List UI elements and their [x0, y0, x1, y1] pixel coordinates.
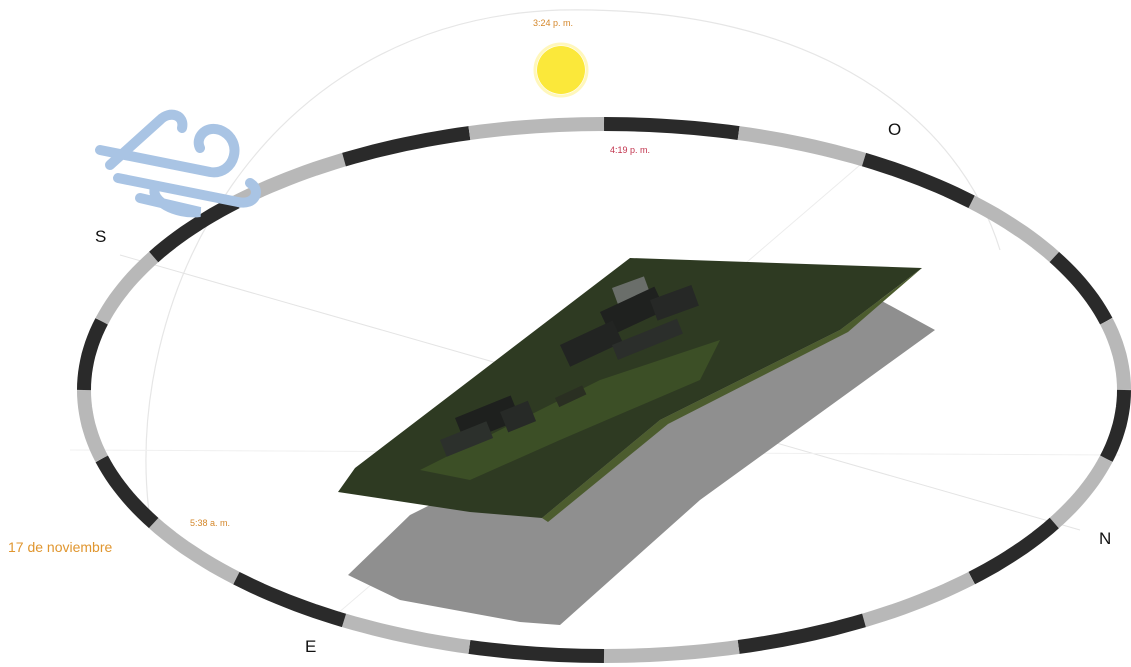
compass-label-east: E — [305, 637, 317, 656]
compass-ring-segment — [968, 517, 1059, 585]
compass-ring-segment — [149, 195, 240, 263]
compass-ring-segment — [1100, 389, 1131, 462]
building-blocks — [440, 276, 699, 457]
sunrise-time-label: 5:38 a. m. — [190, 518, 231, 528]
compass-ring-segment — [77, 318, 108, 391]
compass-ring-segment — [233, 571, 347, 628]
sunset-time-label: 4:19 p. m. — [610, 145, 651, 155]
compass-ring-segment — [1100, 318, 1131, 391]
compass-ring-segment — [603, 117, 740, 141]
sun-icon — [537, 46, 585, 94]
compass-ring-segment — [342, 126, 471, 167]
compass-ring-segment — [861, 152, 975, 209]
compass-ring-segment — [1049, 251, 1113, 325]
compass-label-north: N — [1099, 529, 1112, 548]
compass-ring-segment — [737, 126, 866, 167]
compass-ring-segment — [149, 517, 240, 585]
compass-ring-segment — [603, 639, 740, 663]
compass-ring-segment — [95, 251, 159, 325]
compass-ring-segment — [468, 117, 605, 141]
building-shadow — [348, 300, 935, 625]
compass-ring-segment — [737, 613, 866, 654]
compass-ring-segment — [861, 571, 975, 628]
compass-label-west: O — [888, 120, 902, 139]
compass-ring-segment — [95, 455, 159, 529]
sun-path-arc — [145, 9, 1001, 521]
compass-ring-segment — [1049, 455, 1113, 529]
sun-glow — [533, 42, 589, 98]
compass-ring-segment — [77, 389, 108, 462]
compass-label-south: S — [95, 227, 107, 246]
compass-ring-segment — [468, 639, 605, 663]
compass-ring-segment — [968, 195, 1059, 263]
sun-time-label: 3:24 p. m. — [533, 18, 574, 28]
wind-icon — [95, 109, 261, 218]
compass-ring-segment — [342, 613, 471, 654]
date-label: 17 de noviembre — [8, 539, 113, 555]
terrain-field — [420, 340, 720, 480]
